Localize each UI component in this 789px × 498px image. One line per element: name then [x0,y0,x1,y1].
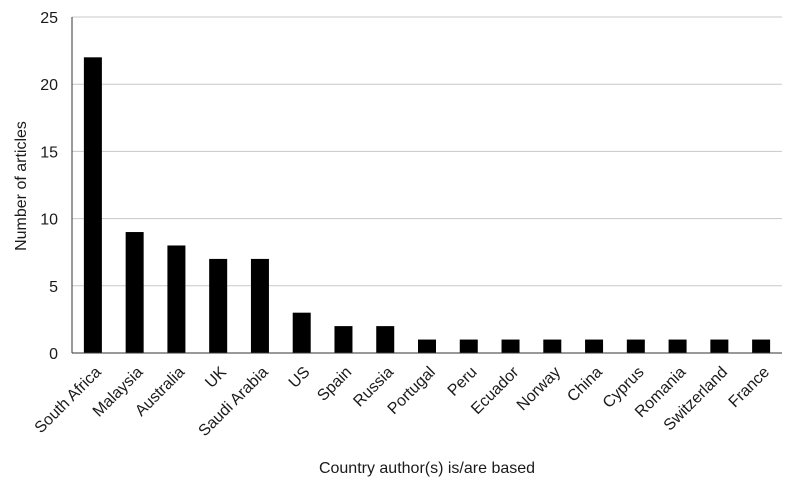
bar [710,339,729,353]
bar [376,326,395,353]
y-tick-label: 5 [49,279,58,296]
y-tick-label: 10 [40,212,58,229]
x-axis-title: Country author(s) is/are based [319,460,535,477]
x-tick-label: South Africa [32,364,105,437]
bar [501,339,520,353]
bar [83,57,102,353]
y-tick-label: 25 [40,10,58,27]
bar [585,339,604,353]
axes [71,17,782,354]
bar [209,258,228,353]
y-tick-label: 15 [40,144,58,161]
bar [125,232,144,353]
y-tick-label: 20 [40,77,58,94]
x-tick-label: France [726,364,773,411]
x-tick-label: Norway [514,364,564,414]
bar [626,339,645,353]
x-tick-label: Peru [445,364,481,400]
bars [83,57,771,353]
bar [292,312,311,353]
bar [250,258,269,353]
x-tick-label: Ecuador [468,363,523,418]
bar [668,339,687,353]
x-tick-label: Spain [314,364,355,405]
y-tick-labels: 0 5 10 15 20 25 [40,10,58,363]
bar [418,339,436,353]
gridlines [72,16,782,287]
x-tick-label: US [286,364,314,392]
x-tick-label: UK [202,364,230,392]
y-tick-label: 0 [49,346,58,363]
y-axis-title: Number of articles [13,121,30,251]
bar [334,326,353,353]
bar [167,245,186,353]
bar [752,339,771,353]
bar [459,339,478,353]
bar [543,339,562,353]
